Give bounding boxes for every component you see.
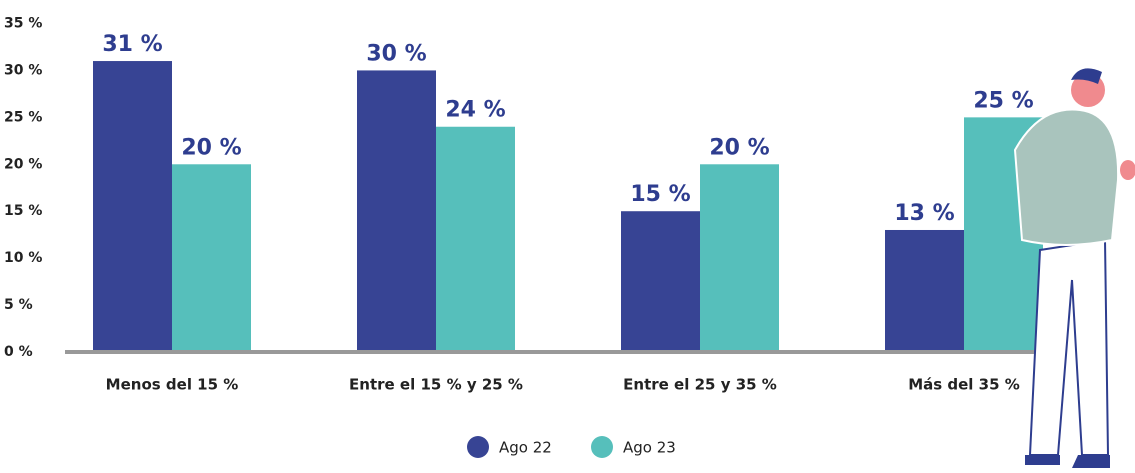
bar [436,126,515,352]
illustration [1013,68,1135,468]
legend-marker [591,436,613,458]
value-label: 25 % [973,88,1033,113]
bar [885,229,964,352]
bar [700,164,779,352]
value-label: 31 % [102,32,162,57]
y-tick-label: 20 % [4,156,42,172]
value-label: 20 % [709,135,769,160]
bar [93,61,172,353]
value-label: 24 % [445,98,505,123]
legend-marker [467,436,489,458]
value-label: 13 % [894,201,954,226]
legend-label: Ago 23 [623,439,676,457]
y-tick-label: 25 % [4,109,42,125]
y-tick-label: 10 % [4,250,42,266]
legend-label: Ago 22 [499,439,552,457]
bar [357,70,436,352]
bar [621,211,700,352]
y-tick-label: 35 % [4,16,42,32]
x-tick-label: Más del 35 % [908,376,1020,394]
y-tick-label: 15 % [4,203,42,219]
x-tick-label: Entre el 25 y 35 % [623,376,777,394]
x-tick-label: Menos del 15 % [106,376,239,394]
x-tick-label: Entre el 15 % y 25 % [349,376,523,394]
value-label: 20 % [181,135,241,160]
y-tick-label: 0 % [4,344,33,360]
value-label: 30 % [366,41,426,66]
plot-area: 0 % 5 % 10 % 15 % 20 % 25 % 30 % 35 % Menos del … [4,16,1060,458]
bar [172,164,251,352]
y-tick-label: 30 % [4,62,42,78]
y-tick-label: 5 % [4,297,33,313]
value-label: 15 % [630,182,690,207]
